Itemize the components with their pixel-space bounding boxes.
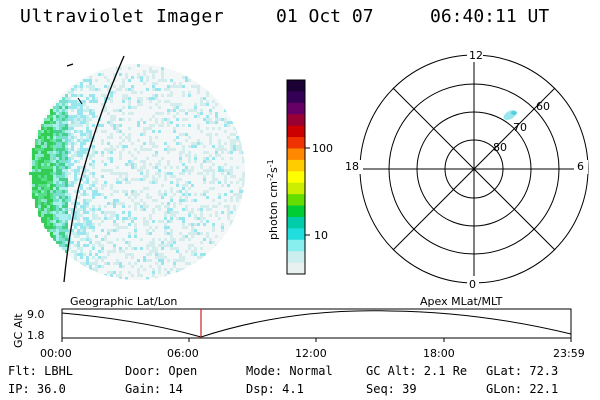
colorbar-cell bbox=[287, 171, 305, 184]
info-gain: Gain: 14 bbox=[125, 382, 183, 396]
colorbar-cell bbox=[287, 194, 305, 207]
colorbar-cell bbox=[287, 262, 305, 275]
colorbar-cell bbox=[287, 148, 305, 161]
lat-label-70: 70 bbox=[513, 121, 527, 134]
info-gcalt: GC Alt: 2.1 Re bbox=[366, 364, 468, 378]
colorbar-cell bbox=[287, 80, 305, 92]
image-time: 06:40:11 UT bbox=[430, 6, 550, 27]
info-door: Door: Open bbox=[125, 364, 198, 378]
timeline-right-title: Apex MLat/MLT bbox=[420, 295, 503, 308]
aurora-spot bbox=[503, 110, 517, 120]
mlt-label-0: 0 bbox=[469, 278, 476, 291]
timeline-xtick-0000: 00:00 bbox=[40, 347, 72, 360]
mlt-label-18: 18 bbox=[345, 160, 359, 173]
colorbar-label: photon cm-2s-1 bbox=[266, 159, 280, 240]
info-seq: Seq: 39 bbox=[366, 382, 417, 396]
colorbar-cell bbox=[287, 125, 305, 138]
colorbar-cell bbox=[287, 228, 305, 241]
colorbar: 100 10 photon cm-2s-1 bbox=[266, 79, 333, 275]
timeline-plot: Geographic Lat/Lon Apex MLat/MLT GC Alt … bbox=[12, 295, 585, 360]
colorbar-cell bbox=[287, 137, 305, 149]
info-dsp: Dsp: 4.1 bbox=[246, 382, 304, 396]
altitude-curve bbox=[61, 310, 572, 338]
image-date: 01 Oct 07 bbox=[276, 6, 374, 27]
colorbar-cell bbox=[287, 102, 305, 115]
earth-disk-image bbox=[29, 55, 245, 283]
mlt-label-6: 6 bbox=[577, 160, 584, 173]
terminator-line bbox=[63, 55, 125, 283]
colorbar-tick-10: 10 bbox=[314, 229, 328, 242]
timeline-xtick-0600: 06:00 bbox=[167, 347, 199, 360]
info-glat: GLat: 72.3 bbox=[486, 364, 559, 378]
coast-mark-2 bbox=[77, 97, 83, 105]
timeline-xtick-1200: 12:00 bbox=[295, 347, 327, 360]
colorbar-cell bbox=[287, 114, 305, 127]
colorbar-cell bbox=[287, 239, 305, 252]
polar-labels: 12 18 6 0 60 70 80 bbox=[343, 48, 588, 291]
timeline-xtick-1800: 18:00 bbox=[423, 347, 455, 360]
colorbar-cell bbox=[287, 91, 305, 104]
colorbar-cell bbox=[287, 159, 305, 172]
info-ip: IP: 36.0 bbox=[8, 382, 66, 396]
mlt-label-12: 12 bbox=[469, 49, 483, 62]
polar-plot bbox=[359, 54, 589, 284]
info-glon: GLon: 22.1 bbox=[486, 382, 559, 396]
colorbar-tick-100: 100 bbox=[312, 142, 333, 155]
colorbar-cell bbox=[287, 182, 305, 195]
timeline-xtick-2359: 23:59 bbox=[553, 347, 585, 360]
timeline-ytick-9: 9.0 bbox=[27, 308, 45, 321]
info-mode: Mode: Normal bbox=[246, 364, 333, 378]
lat-label-60: 60 bbox=[536, 100, 550, 113]
colorbar-cell bbox=[287, 251, 305, 264]
coast-mark bbox=[66, 63, 74, 67]
timeline-left-title: Geographic Lat/Lon bbox=[70, 295, 177, 308]
lat-label-80: 80 bbox=[493, 141, 507, 154]
image-title: Ultraviolet Imager bbox=[20, 6, 225, 27]
timeline-ytick-1.8: 1.8 bbox=[27, 329, 45, 342]
timeline-ylabel: GC Alt bbox=[12, 313, 25, 348]
info-filter: Flt: LBHL bbox=[8, 364, 74, 378]
colorbar-cell bbox=[287, 216, 305, 229]
colorbar-cell bbox=[287, 205, 305, 218]
